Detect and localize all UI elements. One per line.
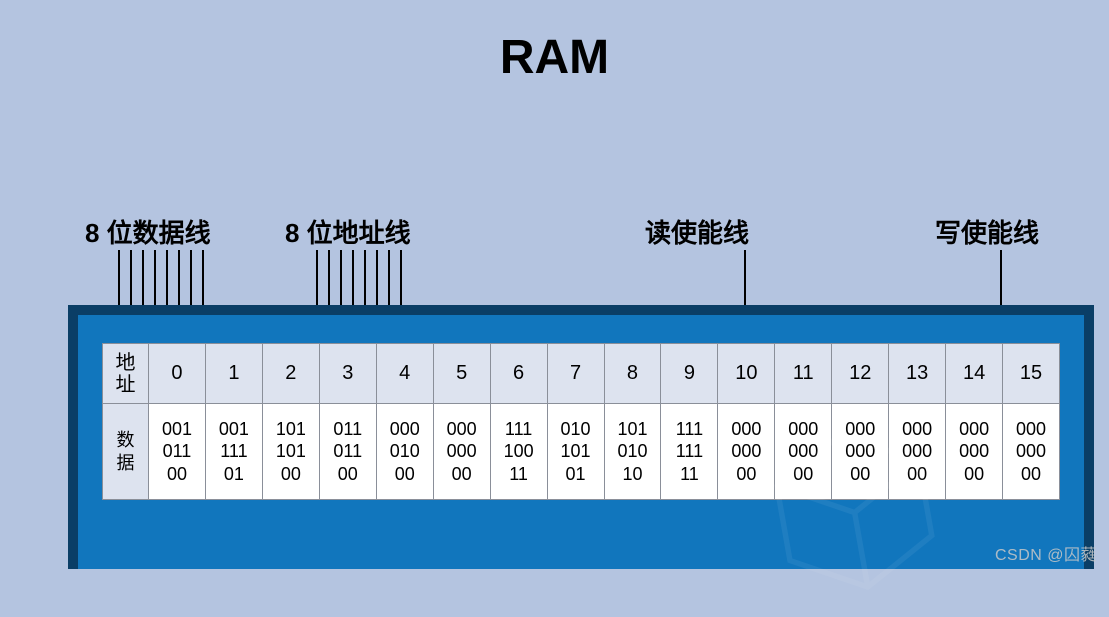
pin-wire	[1000, 250, 1002, 305]
ram-chip-body: 地 址0123456789101112131415 数 据001 011 000…	[68, 305, 1094, 569]
data-cell: 000 000 00	[775, 404, 832, 500]
address-cell: 10	[718, 344, 775, 404]
address-cell: 15	[1003, 344, 1060, 404]
pin-wire	[154, 250, 156, 305]
pin-wire	[142, 250, 144, 305]
address-cell: 13	[889, 344, 946, 404]
data-cell: 101 010 10	[604, 404, 661, 500]
address-cell: 4	[376, 344, 433, 404]
pin-wire	[328, 250, 330, 305]
pin-wire	[178, 250, 180, 305]
pin-group-label: 8 位数据线	[85, 213, 211, 250]
address-cell: 8	[604, 344, 661, 404]
data-row: 数 据001 011 00001 111 01101 101 00011 011…	[103, 404, 1060, 500]
address-row-header: 地 址	[103, 344, 149, 404]
data-cell: 001 111 01	[205, 404, 262, 500]
pin-group-label: 读使能线	[645, 213, 749, 250]
pin-wire	[166, 250, 168, 305]
data-cell: 000 000 00	[946, 404, 1003, 500]
pin-wire	[744, 250, 746, 305]
address-cell: 9	[661, 344, 718, 404]
data-cell: 000 010 00	[376, 404, 433, 500]
address-row: 地 址0123456789101112131415	[103, 344, 1060, 404]
data-cell: 000 000 00	[832, 404, 889, 500]
pin-wires-row	[0, 250, 1109, 305]
address-cell: 6	[490, 344, 547, 404]
pin-wire	[352, 250, 354, 305]
pin-wire	[388, 250, 390, 305]
pin-wire	[202, 250, 204, 305]
address-cell: 3	[319, 344, 376, 404]
pin-wire	[400, 250, 402, 305]
address-cell: 0	[149, 344, 206, 404]
address-cell: 1	[205, 344, 262, 404]
pin-labels-row: 8 位数据线8 位地址线读使能线写使能线	[0, 213, 1109, 243]
pin-wire	[130, 250, 132, 305]
address-cell: 2	[262, 344, 319, 404]
data-row-header: 数 据	[103, 404, 149, 500]
address-cell: 11	[775, 344, 832, 404]
address-cell: 5	[433, 344, 490, 404]
data-cell: 111 111 11	[661, 404, 718, 500]
address-cell: 7	[547, 344, 604, 404]
pin-wire	[118, 250, 120, 305]
pin-wire	[340, 250, 342, 305]
data-cell: 001 011 00	[149, 404, 206, 500]
data-cell: 010 101 01	[547, 404, 604, 500]
pin-wire	[364, 250, 366, 305]
ram-diagram: RAM 8 位数据线8 位地址线读使能线写使能线 地 址012345678910…	[0, 0, 1109, 569]
address-cell: 12	[832, 344, 889, 404]
watermark-text: CSDN @囚蕤	[995, 541, 1097, 565]
pin-wire	[376, 250, 378, 305]
address-cell: 14	[946, 344, 1003, 404]
pin-group-label: 写使能线	[935, 213, 1039, 250]
pin-group-label: 8 位地址线	[285, 213, 411, 250]
memory-table: 地 址0123456789101112131415 数 据001 011 000…	[102, 343, 1060, 500]
data-cell: 000 000 00	[718, 404, 775, 500]
data-cell: 111 100 11	[490, 404, 547, 500]
data-cell: 000 000 00	[433, 404, 490, 500]
diagram-title: RAM	[0, 30, 1109, 85]
pin-wire	[190, 250, 192, 305]
data-cell: 000 000 00	[889, 404, 946, 500]
pin-wire	[316, 250, 318, 305]
data-cell: 101 101 00	[262, 404, 319, 500]
data-cell: 011 011 00	[319, 404, 376, 500]
data-cell: 000 000 00	[1003, 404, 1060, 500]
